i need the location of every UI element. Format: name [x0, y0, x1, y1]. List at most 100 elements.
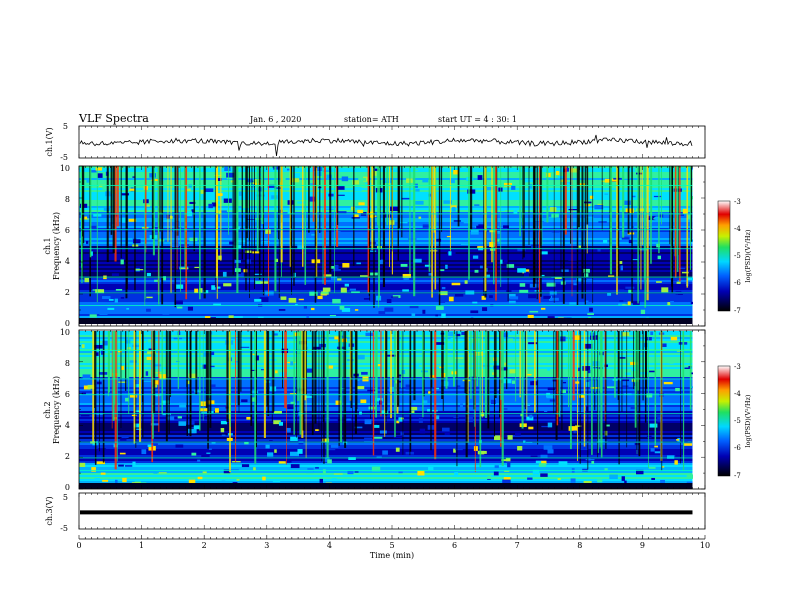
spectral-line: [79, 276, 693, 278]
sferic-streak: [384, 331, 386, 437]
spectrogram-cell: [435, 314, 438, 317]
spectrogram-cell: [474, 223, 479, 226]
spectrogram-cell: [95, 289, 105, 294]
spectrogram-cell: [216, 201, 221, 204]
spectrogram-cell: [474, 204, 480, 206]
spectrogram-cell: [446, 236, 452, 238]
spectrogram-cell: [194, 288, 199, 294]
sferic-streak: [686, 166, 689, 288]
spectrogram-cell: [335, 278, 342, 281]
spectrogram-row: [79, 206, 693, 208]
colorbar-tick: -4: [734, 390, 741, 398]
spectrogram-cell: [297, 189, 306, 192]
spectral-line: [79, 229, 693, 231]
spectrogram-cell: [254, 273, 262, 275]
spectrogram-cell: [675, 454, 682, 457]
spectrogram-row: [79, 264, 693, 266]
sferic-streak: [495, 166, 497, 301]
sferic-streak: [564, 166, 567, 235]
spectrogram-cell: [240, 346, 250, 348]
spectrogram-cell: [538, 463, 546, 467]
spectrogram-cell: [244, 250, 252, 253]
spectrogram-cell: [509, 293, 516, 299]
spectrogram-cell: [289, 393, 297, 395]
sferic-streak: [142, 331, 144, 438]
spectrogram-cell: [356, 379, 360, 381]
sferic-streak: [195, 331, 198, 395]
spectrogram-cell: [336, 194, 345, 196]
spectrogram-cell: [400, 417, 404, 420]
sferic-streak: [153, 331, 156, 414]
spectrogram-cell: [583, 268, 590, 273]
spectrogram-row: [79, 220, 693, 222]
spectrogram-cell: [501, 459, 510, 462]
sferic-streak: [464, 331, 467, 394]
sferic-streak: [312, 166, 315, 222]
spectral-line: [79, 394, 693, 396]
spectrogram-cell: [472, 255, 479, 259]
spectrogram-row: [79, 174, 693, 176]
sferic-streak: [597, 331, 599, 453]
sferic-streak: [185, 166, 188, 300]
sferic-streak: [81, 166, 83, 268]
spectrogram-cell: [188, 184, 193, 188]
ytick-label: 5: [63, 122, 68, 131]
sferic-streak: [319, 166, 321, 233]
spectrogram-cell: [454, 472, 459, 477]
spectrogram-cell: [503, 408, 508, 410]
spectrogram-cell: [179, 402, 187, 408]
spectrogram-cell: [153, 372, 162, 374]
spectrogram-cell: [665, 316, 671, 319]
spectrogram-cell: [661, 343, 667, 348]
spectrogram-cell: [322, 469, 326, 474]
sferic-streak: [572, 331, 575, 401]
spectrogram-cell: [278, 461, 286, 464]
spectrogram-cell: [686, 474, 693, 479]
sferic-streak: [583, 331, 586, 447]
sferic-streak: [297, 331, 300, 401]
spectrogram-cell: [519, 283, 526, 287]
spectrogram-cell: [337, 211, 347, 214]
spectrogram-cell: [540, 274, 545, 277]
spectrogram-cell: [454, 293, 464, 297]
spectrogram-cell: [595, 219, 605, 222]
spectrogram-cell: [604, 468, 608, 471]
spectrogram-cell: [135, 269, 144, 271]
spectrogram-cell: [297, 448, 303, 454]
spectrogram-cell: [585, 216, 594, 220]
sferic-streak: [481, 331, 483, 418]
spectrogram-cell: [273, 420, 281, 425]
sferic-streak: [397, 331, 399, 407]
spectrogram-cell: [194, 389, 201, 393]
sferic-streak: [168, 331, 170, 404]
spectrogram-row: [79, 244, 693, 246]
ytick-label: 6: [65, 390, 70, 399]
spectrogram-cell: [216, 286, 221, 289]
spectrogram-cell: [585, 459, 595, 461]
start-time-label: start UT = 4 : 30: 1: [438, 115, 517, 124]
sferic-streak: [468, 166, 470, 280]
spectrogram-cell: [603, 239, 608, 244]
sferic-streak: [226, 331, 229, 422]
spectrogram-cell: [488, 295, 493, 298]
spectral-line: [79, 292, 693, 294]
spectrogram-cell: [452, 206, 456, 212]
spectrogram-row: [79, 246, 693, 248]
spectrogram-cell: [529, 414, 533, 419]
spectrogram-cell: [595, 339, 604, 344]
sferic-streak: [587, 331, 589, 470]
spectrogram-cell: [253, 467, 256, 471]
spectrogram-cell: [547, 367, 550, 371]
spectrogram-row: [79, 459, 693, 461]
spectrogram-cell: [540, 454, 548, 458]
sferic-streak: [618, 331, 620, 465]
spectrogram-row: [79, 280, 693, 282]
sferic-streak: [342, 331, 344, 441]
spectrogram-cell: [258, 316, 264, 319]
colorbar-label: log(PSD)(V²/Hz): [744, 229, 752, 282]
sferic-streak: [570, 166, 572, 244]
spectrogram-cell: [396, 420, 400, 424]
spectrogram-row: [79, 224, 693, 226]
spectrogram-cell: [290, 451, 300, 457]
spectrogram-cell: [568, 257, 577, 261]
